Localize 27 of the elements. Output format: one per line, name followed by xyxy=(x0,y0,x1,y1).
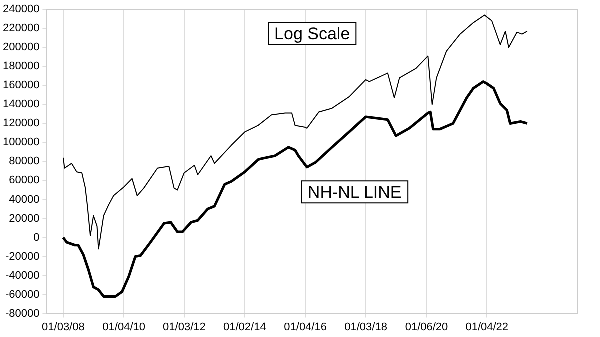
y-tick-label: 240000 xyxy=(2,4,40,16)
y-tick-label: 60000 xyxy=(9,174,40,187)
x-tick-label: 01/03/08 xyxy=(42,321,85,334)
x-tick-label: 01/02/14 xyxy=(224,321,266,334)
y-tick-label: -40000 xyxy=(5,270,40,282)
text: Log Scale xyxy=(274,24,350,44)
y-tick-label: 100000 xyxy=(2,136,40,149)
y-tick-label: 0 xyxy=(34,232,40,244)
x-tick-label: 01/04/22 xyxy=(466,321,509,334)
x-tick-label: 01/03/18 xyxy=(344,321,388,334)
x-tick-label: 01/03/12 xyxy=(163,321,206,334)
y-tick-label: 120000 xyxy=(2,118,40,130)
y-tick-label: -80000 xyxy=(5,308,40,320)
y-tick-label: 160000 xyxy=(2,80,40,92)
x-tick-label: 01/04/10 xyxy=(102,321,146,334)
x-tick-label: 01/04/16 xyxy=(284,321,327,334)
x-tick-label: 01/06/20 xyxy=(405,321,448,334)
series-label: NH-NL LINE xyxy=(308,182,402,202)
y-tick-label: 140000 xyxy=(2,98,40,111)
y-tick-label: 20000 xyxy=(9,212,40,225)
y-tick-label: 180000 xyxy=(2,60,40,73)
y-tick-label: -20000 xyxy=(5,250,40,263)
y-tick-label: 80000 xyxy=(9,156,40,168)
y-tick-label: 200000 xyxy=(2,42,40,54)
y-tick-label: 40000 xyxy=(9,194,40,206)
y-tick-label: 220000 xyxy=(2,22,40,35)
y-tick-label: -60000 xyxy=(5,288,40,301)
